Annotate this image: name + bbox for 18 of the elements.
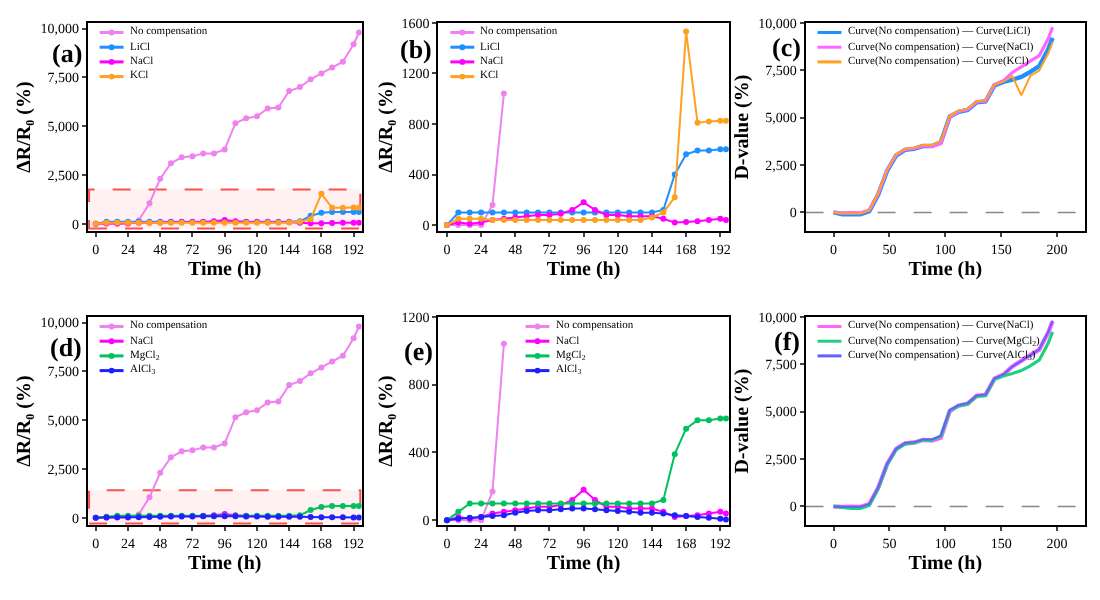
y-axis-title: ΔR/R₀ (%) — [14, 81, 37, 173]
y-axis-title: ΔR/R₀ (%) — [14, 375, 37, 467]
x-axis-title: Time (h) — [908, 259, 983, 282]
chart-title: (c) — [772, 32, 801, 62]
x-axis-title: Time (h) — [908, 553, 983, 576]
y-axis-title: ΔR/R₀ (%) — [375, 375, 398, 467]
x-axis-title: Time (h) — [187, 259, 262, 282]
text: (a) — [52, 38, 83, 68]
text: (e) — [404, 336, 433, 366]
chart-title: (f) — [774, 326, 800, 356]
x-axis-title: Time (h) — [546, 259, 621, 282]
x-axis-title: Time (h) — [546, 553, 621, 576]
text: (b) — [400, 34, 432, 64]
y-axis-title: D-value (%) — [732, 74, 755, 180]
text: (d) — [50, 332, 82, 362]
x-axis-title: Time (h) — [187, 553, 262, 576]
y-axis-title: D-value (%) — [732, 368, 755, 474]
y-axis-title: ΔR/R₀ (%) — [375, 81, 398, 173]
